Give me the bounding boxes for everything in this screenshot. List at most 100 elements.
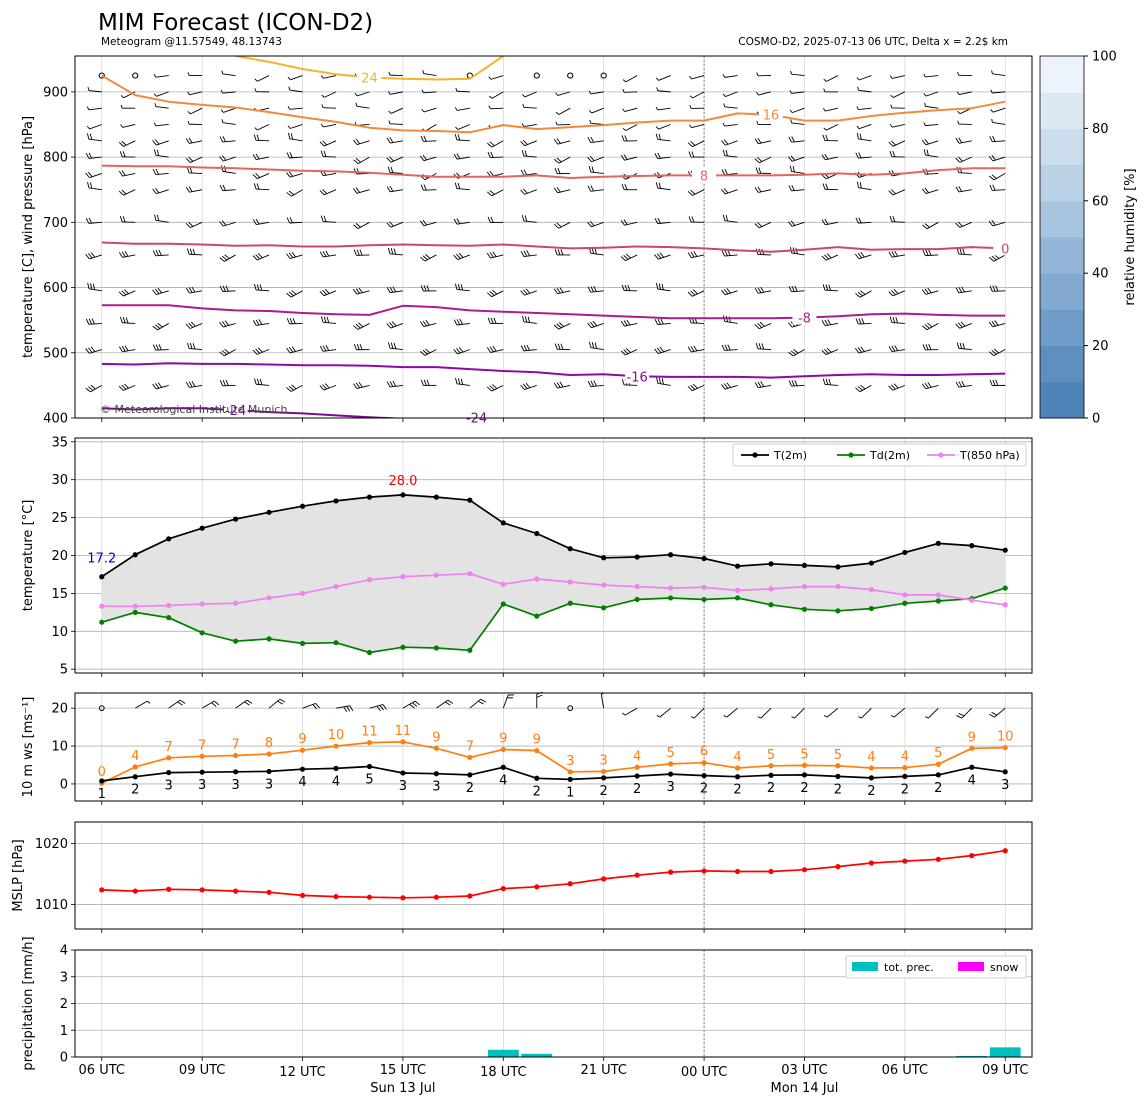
gust-point [266,751,272,757]
upper-air-wind-barb [457,254,471,261]
upper-air-wind-barb-feather [355,382,360,389]
upper-air-wind-barb [123,290,136,297]
upper-air-wind-barb [290,384,303,392]
upper-air-wind-barb-feather [957,322,963,328]
upper-air-wind-barb-feather [323,150,327,157]
t2m-point [935,540,941,546]
upper-air-ylabel: temperature [C], wind pressure [hPa] [21,116,36,358]
upper-air-wind-barb-feather [487,191,493,197]
upper-air-wind-barb [323,349,337,352]
upper-air-wind-barb [557,290,571,295]
upper-air-wind-barb-feather [825,284,829,291]
upper-air-wind-barb-feather [255,218,260,225]
upper-air-wind-barb [257,124,270,131]
upper-air-wind-barb-feather [322,140,328,146]
upper-air-wind-barb-feather [725,149,728,156]
upper-air-wind-barb-feather [387,166,391,173]
upper-air-wind-barb-feather [655,106,659,111]
upper-air-wind-barb-feather [721,384,726,390]
upper-air-wind-barb-feather [456,253,461,259]
colorbar-segment [1040,164,1084,202]
upper-air-wind-barb [257,75,270,82]
upper-air-wind-barb-feather [422,255,428,261]
t850-point [500,581,506,587]
precip-legend [845,955,1027,979]
upper-air-wind-barb [925,290,939,295]
upper-air-wind-barb-feather [325,250,330,257]
gust-label: 4 [901,750,909,765]
upper-air-wind-barb-feather [393,248,397,255]
upper-air-wind-barb [557,140,571,145]
upper-air-wind-barb [423,91,437,94]
upper-air-wind-barb-feather [324,383,330,389]
colorbar-label: relative humidity [%] [1123,168,1138,305]
upper-air-wind-barb-feather [454,182,458,189]
upper-air-wind-barb-feather [453,319,458,326]
windspeed-label: 2 [934,781,942,796]
wind-barb-feather [409,703,415,709]
upper-air-wind-barb-feather [118,142,124,147]
upper-air-wind-barb [155,75,169,78]
windspeed-label: 3 [231,778,239,793]
upper-air-wind-barb-feather [320,150,324,157]
mslp-ytick-label: 1020 [35,837,68,852]
upper-air-wind-barb-feather [992,285,996,292]
upper-air-wind-barb [189,91,203,96]
gust-label: 9 [298,732,306,747]
mslp-point [601,876,607,882]
upper-air-wind-barb-feather [254,88,257,92]
upper-air-wind-barb [891,221,905,223]
isotherm-label-bg [625,368,650,384]
upper-air-wind-barb [291,189,303,197]
upper-air-wind-barb-feather [661,378,664,385]
upper-air-wind-barb-feather [825,134,829,141]
upper-air-wind-barb [658,124,671,130]
upper-air-wind-barb-feather [290,133,293,140]
upper-air-wind-barb-feather [693,251,698,257]
upper-air-wind-barb-feather [761,343,765,350]
upper-air-wind-barb-feather [925,344,929,351]
upper-air-wind-barb-feather [393,342,397,349]
upper-air-wind-barb [423,156,437,162]
mslp-line [101,849,1006,899]
upper-air-wind-barb-feather [754,138,759,144]
gust-point [801,762,808,768]
upper-air-wind-barb-feather [989,175,995,181]
t850-point [433,572,439,578]
t2m-point [400,492,406,498]
upper-air-wind-barb-feather [587,380,592,387]
upper-air-wind-barb [958,347,972,350]
upper-air-wind-barb-feather [124,250,129,257]
upper-air-wind-barb-feather [288,171,294,177]
upper-air-wind-barb-feather [754,158,760,164]
upper-air-wind-barb [289,254,303,259]
upper-air-wind-barb [523,349,537,352]
upper-air-wind-barb-feather [425,348,431,354]
upper-air-wind-barb [189,384,203,388]
upper-air-wind-barb [423,73,437,77]
upper-air-wind-barb-feather [962,342,965,350]
upper-air-wind-barb-feather [456,153,461,159]
t850-point [868,587,874,593]
upper-air-wind-barb-feather [790,220,796,226]
upper-air-wind-barb [791,73,805,77]
upper-air-wind-barb [456,90,470,93]
upper-air-wind-barb-feather [389,286,394,293]
upper-air-wind-barb-feather [690,141,696,146]
upper-air-wind-barb-feather [124,289,129,295]
upper-air-wind-barb-feather [124,383,129,389]
upper-air-wind-barb-feather [787,322,793,328]
windspeed-label: 2 [901,782,909,797]
windspeed-label: 2 [767,781,775,796]
windspeed-label: 2 [834,782,842,797]
windspeed-label: 3 [432,780,440,795]
upper-air-wind-barb-feather [893,289,899,294]
upper-air-wind-barb-feather [420,285,424,292]
upper-air-wind-barb [89,254,102,260]
windspeed-label: 4 [298,775,306,790]
upper-air-wind-barb-feather [92,283,96,290]
upper-air-wind-barb-feather [221,70,224,75]
upper-air-wind-barb-feather [892,215,896,222]
gust-label: 9 [432,730,440,745]
upper-air-wind-barb-feather [426,285,430,292]
